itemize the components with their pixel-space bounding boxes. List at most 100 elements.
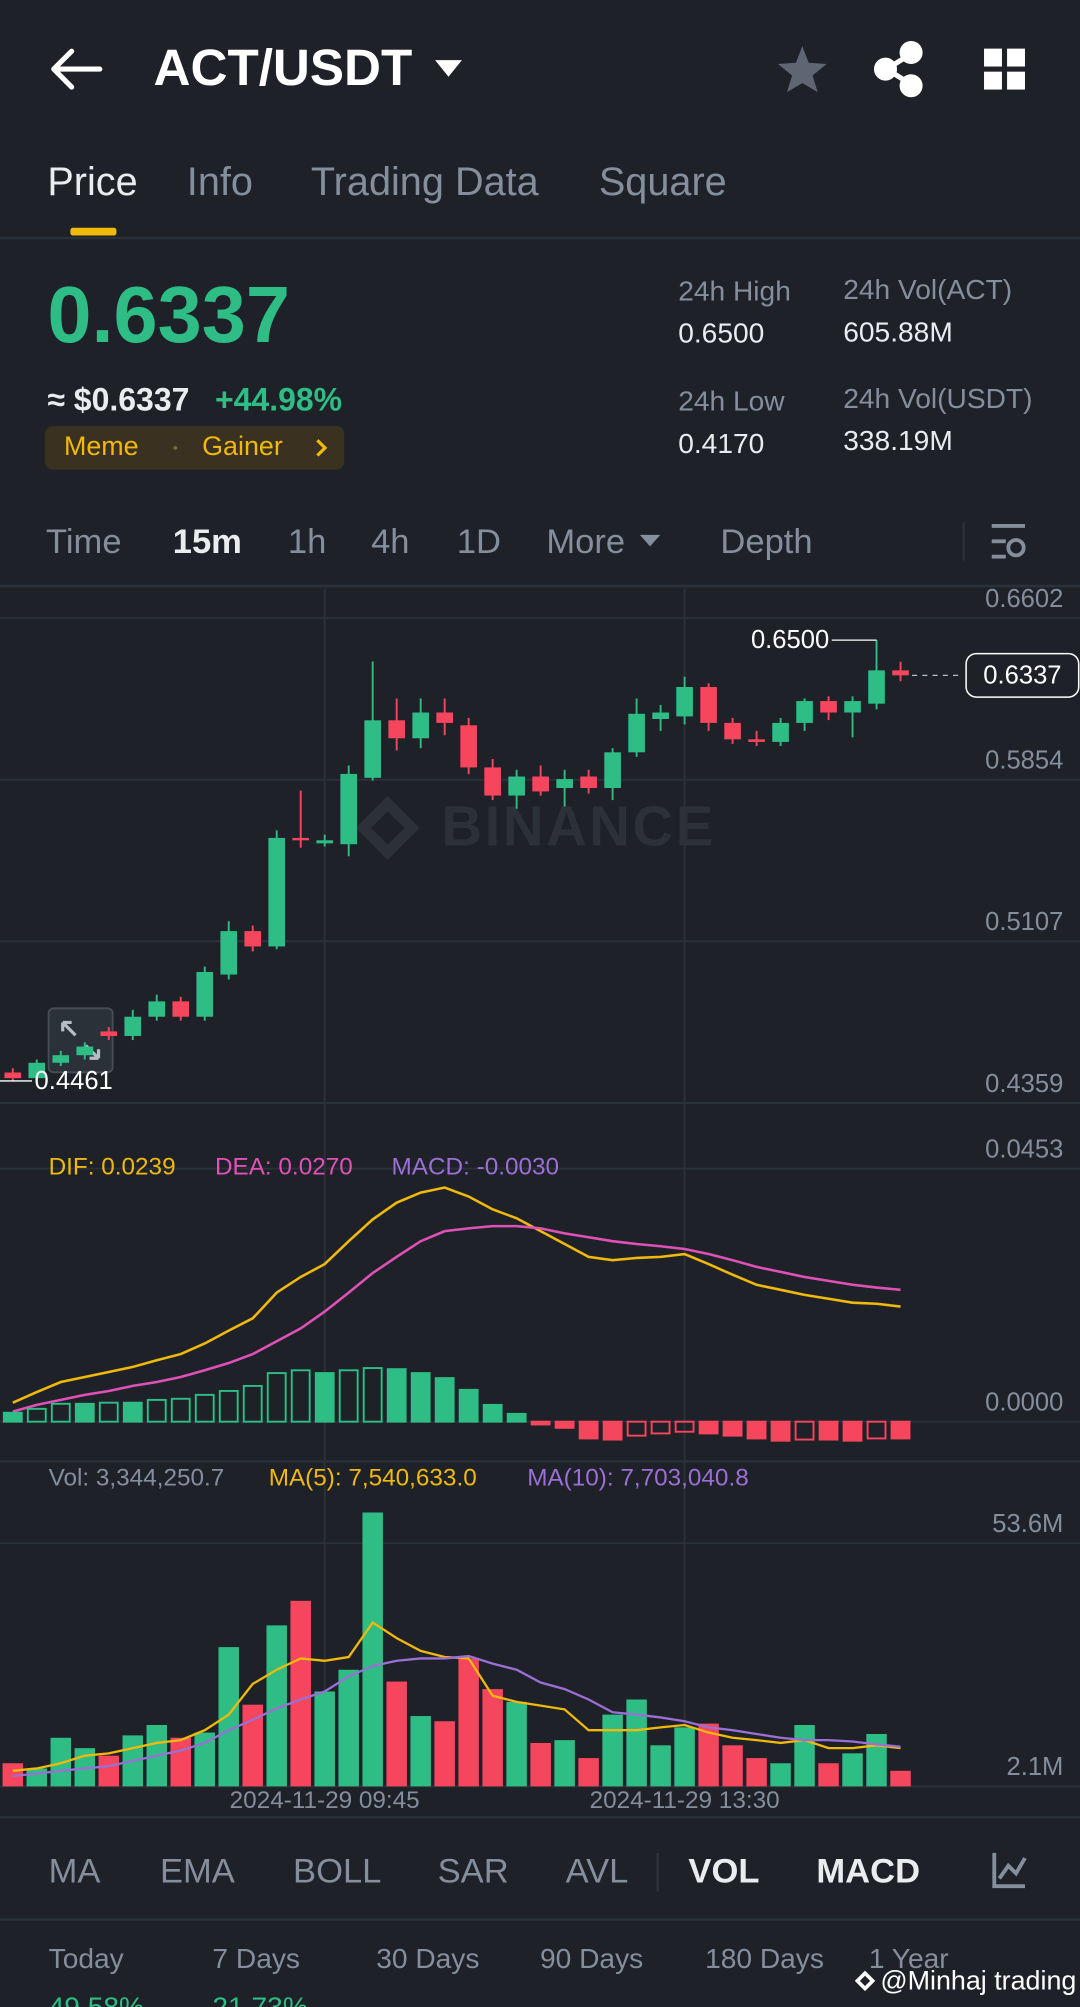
stat-value: 605.88M <box>843 316 953 347</box>
timeframe[interactable]: 1D <box>457 523 501 561</box>
back-button[interactable] <box>51 48 103 90</box>
indicator-tab[interactable]: BOLL <box>293 1853 381 1891</box>
volume-bar <box>602 1714 623 1787</box>
volume-bar <box>266 1625 287 1787</box>
candle-body <box>724 722 741 740</box>
macd-bar <box>818 1420 839 1441</box>
volume-label: Vol: 3,344,250.7 <box>49 1465 225 1492</box>
tab[interactable]: Info <box>187 160 253 204</box>
menu-button[interactable] <box>984 48 1025 90</box>
y-tick-label: 0.5854 <box>985 747 1063 775</box>
timeframe[interactable]: Depth <box>720 523 812 561</box>
candle-body <box>340 773 358 845</box>
volume-bar <box>818 1763 839 1787</box>
candle-body <box>172 1001 190 1017</box>
candle-body <box>508 776 525 796</box>
macd-bar <box>98 1401 119 1423</box>
candle-body <box>412 712 429 739</box>
volume-bar <box>554 1740 575 1787</box>
period-value: 21.73% <box>212 1991 307 2007</box>
macd-bar <box>458 1388 479 1423</box>
tag[interactable]: Gainer <box>202 431 283 461</box>
volume-bar <box>314 1691 335 1787</box>
candle-body <box>796 701 813 723</box>
tab[interactable]: Price <box>47 160 137 204</box>
timeframe[interactable]: 4h <box>371 523 409 561</box>
candle-body <box>628 713 645 753</box>
timeframe[interactable]: Time <box>46 523 121 561</box>
fiat-price: ≈ $0.6337 <box>47 381 189 417</box>
indicator-tab[interactable]: AVL <box>566 1853 629 1891</box>
macd-bar <box>626 1420 647 1437</box>
volume-bar <box>866 1733 887 1787</box>
volume-bar <box>194 1732 215 1787</box>
y-tick-label: 0.5107 <box>985 908 1063 936</box>
volume-bar <box>2 1763 24 1787</box>
stat-value: 0.4170 <box>678 428 764 459</box>
timeframe[interactable]: 15m <box>173 523 242 561</box>
candle-body <box>556 779 573 788</box>
tab[interactable]: Square <box>599 160 727 204</box>
candle-body <box>148 1001 166 1017</box>
macd-bar <box>74 1402 95 1423</box>
share-button[interactable] <box>873 40 923 98</box>
stat-value: 338.19M <box>843 425 953 456</box>
stat-value: 0.6500 <box>678 318 764 349</box>
y-tick-label: 2.1M <box>1006 1753 1063 1781</box>
tag-box[interactable] <box>44 426 345 470</box>
macd-bar <box>194 1393 215 1423</box>
period-label: 30 Days <box>376 1943 479 1974</box>
candle-body <box>364 720 382 778</box>
volume-bar <box>674 1727 695 1787</box>
volume-bar <box>530 1742 551 1787</box>
pair-dropdown[interactable] <box>435 60 462 77</box>
period-label: Today <box>49 1943 125 1974</box>
candle-body <box>100 1031 118 1036</box>
indicator-tab[interactable]: MACD <box>816 1853 920 1891</box>
y-tick-label: 0.4359 <box>985 1070 1063 1098</box>
macd-bar <box>2 1411 23 1423</box>
macd-bar <box>434 1377 455 1423</box>
macd-line <box>12 1224 901 1413</box>
y-tick-label: 0.6602 <box>985 585 1063 613</box>
ma-line <box>12 1654 901 1778</box>
macd-bar <box>698 1420 719 1435</box>
legend-entry: DEA: 0.0270 <box>215 1154 353 1181</box>
macd-bar <box>842 1420 863 1442</box>
charts <box>0 588 1080 1788</box>
volume-bar <box>578 1758 599 1787</box>
macd-line <box>12 1186 901 1404</box>
tab[interactable]: Trading Data <box>311 160 540 204</box>
candle-body <box>220 931 238 975</box>
indicator-settings-button[interactable] <box>992 1852 1027 1889</box>
candle-body <box>268 837 286 947</box>
macd-bar <box>410 1372 431 1423</box>
volume-bar <box>482 1689 503 1787</box>
volume-bar <box>794 1725 815 1787</box>
volume-bar <box>698 1723 719 1787</box>
macd-bar <box>242 1384 263 1423</box>
tag[interactable]: Meme <box>64 431 139 461</box>
tag-separator <box>173 445 178 450</box>
indicator-tab[interactable]: SAR <box>438 1853 509 1891</box>
candle-body <box>316 840 334 844</box>
indicator-tab[interactable]: MA <box>49 1853 101 1891</box>
chart-settings-button[interactable] <box>991 524 1026 559</box>
volume-bar <box>98 1755 120 1787</box>
candle-body <box>772 722 789 742</box>
max-marker-label: 0.6500 <box>751 626 829 654</box>
indicator-tab[interactable]: VOL <box>688 1853 759 1891</box>
volume-bar <box>242 1704 263 1787</box>
indicator-tab[interactable]: EMA <box>160 1853 235 1891</box>
volume-bar <box>746 1758 767 1787</box>
volume-bar <box>338 1669 359 1787</box>
candle-body <box>244 931 262 947</box>
timeframe[interactable]: More <box>546 523 625 561</box>
timeframe[interactable]: 1h <box>288 523 326 561</box>
last-price-box <box>965 652 1080 698</box>
favorite-button[interactable] <box>778 46 827 93</box>
candle-body <box>676 687 693 717</box>
pair-title[interactable]: ACT/USDT <box>154 39 413 96</box>
macd-bar <box>866 1420 887 1440</box>
